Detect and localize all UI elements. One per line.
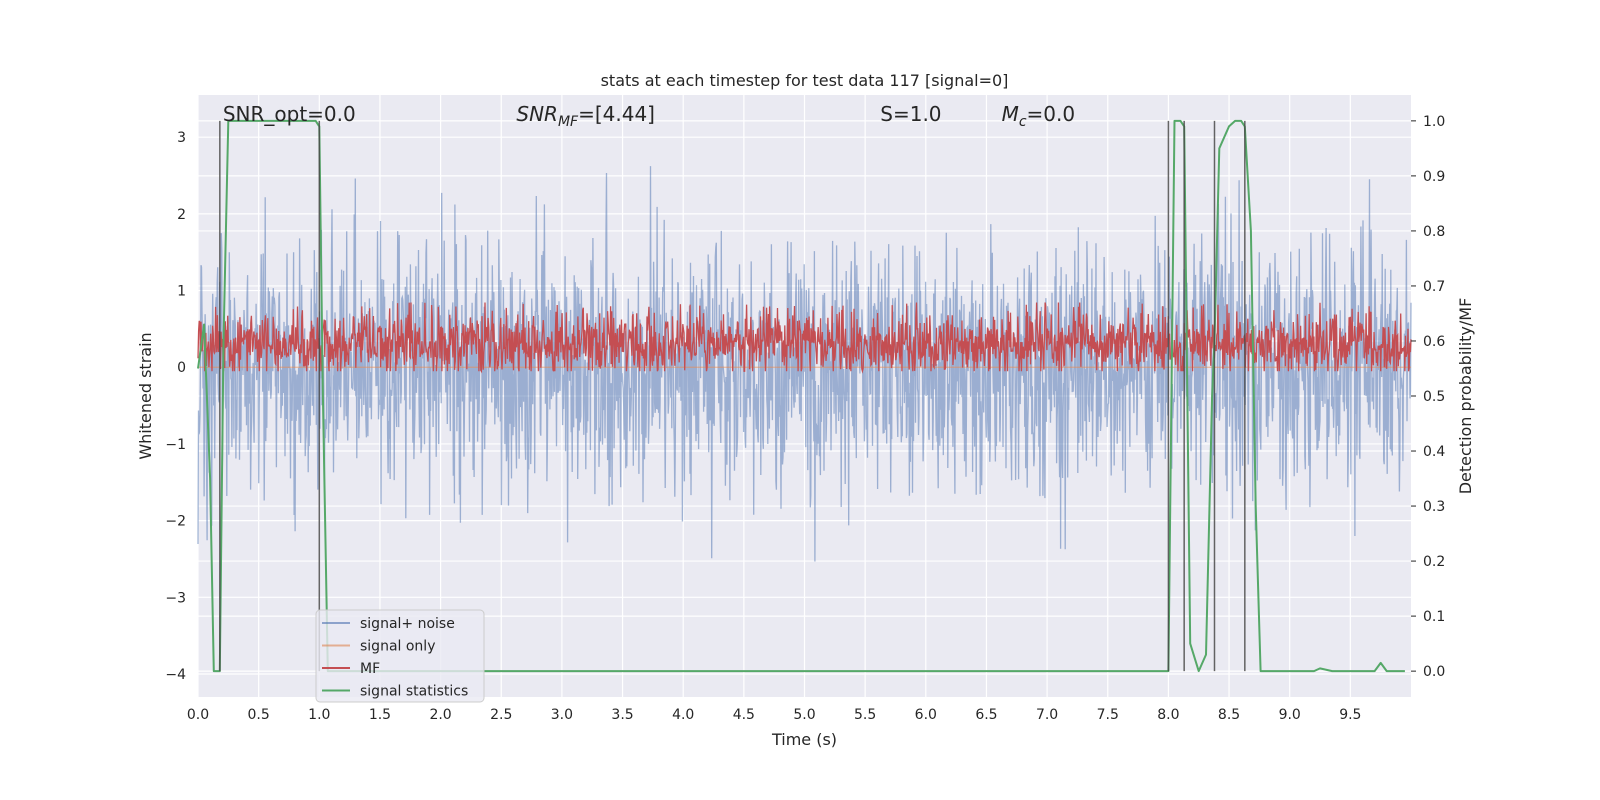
y-tick-label: −2: [165, 514, 186, 530]
x-tick-label: 3.5: [611, 707, 633, 723]
y-tick-label: −3: [165, 590, 186, 606]
legend-label: signal+ noise: [360, 616, 455, 632]
y-right-tick-label: 0.2: [1423, 554, 1445, 570]
annotation-0: SNR_opt=0.0: [223, 102, 356, 126]
chart-title: stats at each timestep for test data 117…: [601, 71, 1009, 90]
x-tick-label: 9.0: [1279, 707, 1301, 723]
y-right-tick-label: 0.1: [1423, 609, 1445, 625]
x-tick-label: 2.5: [490, 707, 512, 723]
legend-box: [315, 609, 485, 703]
vertical-lines: [219, 120, 1246, 672]
x-tick-label: 4.0: [672, 707, 694, 723]
x-tick-label: 8.5: [1218, 707, 1240, 723]
x-tick-label: 5.5: [854, 707, 876, 723]
x-tick-label: 4.5: [733, 707, 755, 723]
x-tick-label: 1.5: [369, 707, 391, 723]
legend-label: signal only: [360, 639, 435, 655]
x-tick-label: 9.5: [1339, 707, 1361, 723]
series-signal-statistics: [197, 119, 1405, 673]
y-tick-label: −4: [165, 667, 186, 683]
x-tick-label: 6.5: [975, 707, 997, 723]
x-tick-label: 7.0: [1036, 707, 1058, 723]
x-tick-label: 0.0: [187, 707, 209, 723]
annotation-1: SNRMF=[4.44]: [516, 102, 655, 130]
y-right-tick-label: 0.5: [1423, 389, 1445, 405]
y-right-tick-label: 0.6: [1423, 334, 1445, 350]
legend: signal+ noise signal only MF signal statist…: [315, 609, 485, 703]
x-tick-label: 1.0: [308, 707, 330, 723]
x-tick-label: 0.5: [248, 707, 270, 723]
x-tick-label: 3.0: [551, 707, 573, 723]
x-tick-label: 2.0: [429, 707, 451, 723]
annotation-3: Mc=0.0: [1002, 102, 1076, 130]
x-tick-label: 8.0: [1157, 707, 1179, 723]
y-axis-label-right: Detection probability/MF: [1456, 298, 1475, 495]
y-right-tick-label: 0.0: [1423, 664, 1445, 680]
annotations: SNR_opt=0.0 SNRMF=[4.44] S=1.0 Mc=0.0: [223, 102, 1075, 130]
y-axis-label: Whitened strain: [136, 332, 155, 459]
x-tick-label: 5.0: [793, 707, 815, 723]
y-right-tick-label: 0.7: [1423, 279, 1445, 295]
y-tick-label: −1: [165, 437, 186, 453]
x-axis-label: Time (s): [771, 730, 837, 749]
y-right-tick-label: 0.4: [1423, 444, 1445, 460]
y-tick-label: 0: [177, 360, 186, 376]
series-mf: [197, 302, 1412, 374]
data-layer: [197, 119, 1412, 673]
x-tick-label: 7.5: [1097, 707, 1119, 723]
legend-label: signal statistics: [360, 684, 468, 700]
legend-label: MF: [360, 661, 380, 677]
y-right-tick-label: 0.3: [1423, 499, 1445, 515]
y-tick-label: 1: [177, 284, 186, 300]
x-tick-label: 6.0: [915, 707, 937, 723]
annotation-2: S=1.0: [880, 102, 941, 126]
y-right-tick-label: 0.9: [1423, 169, 1445, 185]
ticks: 0.0 0.5 1.0 1.5 2.0 2.5 3.0 3.5 4.0 4.5 5.0 5.5 6.0 6…: [165, 114, 1445, 723]
y-right-tick-label: 0.8: [1423, 224, 1445, 240]
y-tick-label: 3: [177, 130, 186, 146]
y-right-tick-label: 1.0: [1423, 114, 1445, 130]
y-tick-label: 2: [177, 207, 186, 223]
